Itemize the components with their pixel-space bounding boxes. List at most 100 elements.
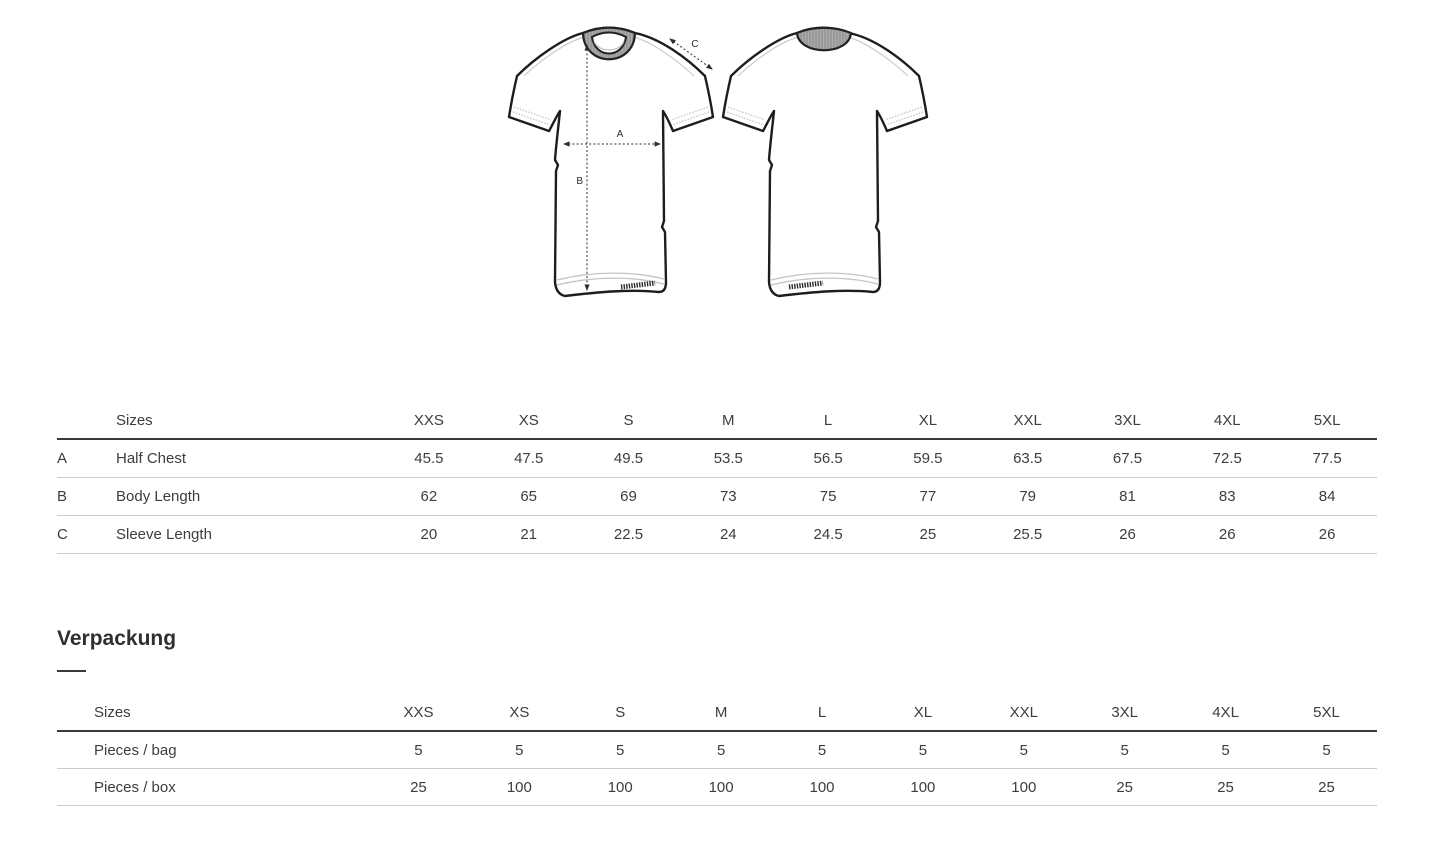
row-value: 5 — [670, 731, 772, 769]
back-left-shoulder-seam — [737, 36, 800, 77]
row-value: 25 — [877, 515, 978, 554]
front-left-cuff-stitch — [512, 106, 552, 126]
row-value: 5 — [973, 731, 1075, 769]
row-value: 5 — [1175, 731, 1277, 769]
row-value: 25 — [1175, 768, 1277, 806]
row-value: 100 — [670, 768, 772, 806]
table-row: B Body Length 62 65 69 73 75 77 79 81 83 84 — [57, 477, 1377, 516]
row-value: 5 — [368, 731, 469, 769]
row-value: 100 — [872, 768, 974, 806]
row-value: 65 — [478, 477, 579, 516]
size-column-header: XXS — [368, 694, 469, 732]
size-column-header: 4XL — [1175, 694, 1277, 732]
back-hem-stitch — [770, 272, 879, 286]
row-value: 79 — [977, 477, 1078, 516]
row-label: Body Length — [116, 477, 379, 516]
row-value: 5 — [872, 731, 974, 769]
row-value: 67.5 — [1077, 439, 1178, 478]
row-label: Pieces / bag — [57, 731, 368, 769]
row-value: 24.5 — [778, 515, 878, 554]
row-value: 22.5 — [578, 515, 679, 554]
size-column-header: XL — [872, 694, 974, 732]
packaging-table: Sizes XXS XS S M L XL XXL 3XL 4XL 5XL Pieces / bag… — [57, 694, 1377, 806]
measure-c-arrow: C — [669, 38, 713, 70]
row-value: 21 — [478, 515, 579, 554]
row-value: 84 — [1277, 477, 1377, 516]
table-row: Pieces / box 25 100 100 100 100 100 100 25 25 25 — [57, 768, 1377, 806]
front-right-cuff-stitch — [670, 106, 710, 126]
front-hem-stitch — [556, 272, 665, 286]
row-letter: A — [57, 439, 116, 478]
header-row: Sizes XXS XS S M L XL XXL 3XL 4XL 5XL — [57, 694, 1377, 732]
back-right-shoulder-seam — [846, 36, 909, 77]
row-value: 5 — [468, 731, 570, 769]
row-value: 59.5 — [877, 439, 978, 478]
row-value: 25 — [368, 768, 469, 806]
front-right-shoulder-seam — [632, 36, 695, 77]
tshirt-front-outline — [507, 26, 715, 298]
row-value: 5 — [1276, 731, 1377, 769]
size-column-header: XXL — [977, 403, 1078, 440]
size-column-header: XL — [877, 403, 978, 440]
packaging-title-underline — [57, 670, 86, 672]
row-label: Half Chest — [116, 439, 379, 478]
row-value: 72.5 — [1177, 439, 1278, 478]
header-row: Sizes XXS XS S M L XL XXL 3XL 4XL 5XL — [57, 403, 1377, 440]
size-column-header: XS — [468, 694, 570, 732]
tshirt-front: A B C — [507, 26, 715, 298]
table-row: A Half Chest 45.5 47.5 49.5 53.5 56.5 59.5 63.5 6… — [57, 439, 1377, 478]
size-column-header: XS — [478, 403, 579, 440]
front-hem-label-patch — [620, 280, 656, 290]
measure-a-arrow: A — [563, 129, 661, 147]
row-value: 75 — [778, 477, 878, 516]
row-value: 73 — [678, 477, 779, 516]
row-value: 47.5 — [478, 439, 579, 478]
size-column-header: L — [778, 403, 878, 440]
row-value: 25.5 — [977, 515, 1078, 554]
row-value: 100 — [468, 768, 570, 806]
measurements-table: Sizes XXS XS S M L XL XXL 3XL 4XL 5XL A Half Chest 4… — [57, 403, 1377, 554]
sizes-header-label: Sizes — [57, 694, 368, 732]
tshirt-diagram: A B C — [507, 26, 929, 298]
row-value: 63.5 — [977, 439, 1078, 478]
size-column-header: 3XL — [1077, 403, 1178, 440]
size-column-header: S — [578, 403, 679, 440]
size-column-header: 3XL — [1074, 694, 1176, 732]
row-value: 5 — [771, 731, 873, 769]
row-value: 5 — [1074, 731, 1176, 769]
sizes-header-label: Sizes — [116, 403, 379, 440]
size-column-header: XXL — [973, 694, 1075, 732]
row-value: 5 — [569, 731, 671, 769]
measure-c-label: C — [691, 39, 698, 50]
row-value: 77 — [877, 477, 978, 516]
row-label: Sleeve Length — [116, 515, 379, 554]
measurements-table-header: Sizes XXS XS S M L XL XXL 3XL 4XL 5XL — [57, 403, 1377, 440]
size-column-header: 5XL — [1277, 403, 1377, 440]
row-value: 45.5 — [379, 439, 479, 478]
size-column-header: S — [569, 694, 671, 732]
measure-a-label: A — [617, 129, 624, 140]
row-value: 62 — [379, 477, 479, 516]
row-value: 100 — [973, 768, 1075, 806]
front-left-shoulder-seam — [523, 36, 586, 77]
row-value: 53.5 — [678, 439, 779, 478]
size-column-header: M — [678, 403, 779, 440]
back-right-cuff-stitch — [884, 106, 924, 126]
back-left-cuff-stitch — [726, 106, 766, 126]
row-value: 100 — [569, 768, 671, 806]
row-value: 77.5 — [1277, 439, 1377, 478]
size-column-header: 4XL — [1177, 403, 1278, 440]
row-value: 100 — [771, 768, 873, 806]
row-value: 81 — [1077, 477, 1178, 516]
row-value: 26 — [1177, 515, 1278, 554]
size-column-header: L — [771, 694, 873, 732]
row-value: 56.5 — [778, 439, 878, 478]
header-letter-spacer — [57, 403, 116, 440]
row-value: 25 — [1276, 768, 1377, 806]
size-column-header: M — [670, 694, 772, 732]
tshirt-back-outline — [721, 26, 929, 298]
row-letter: C — [57, 515, 116, 554]
size-column-header: XXS — [379, 403, 479, 440]
row-value: 69 — [578, 477, 679, 516]
